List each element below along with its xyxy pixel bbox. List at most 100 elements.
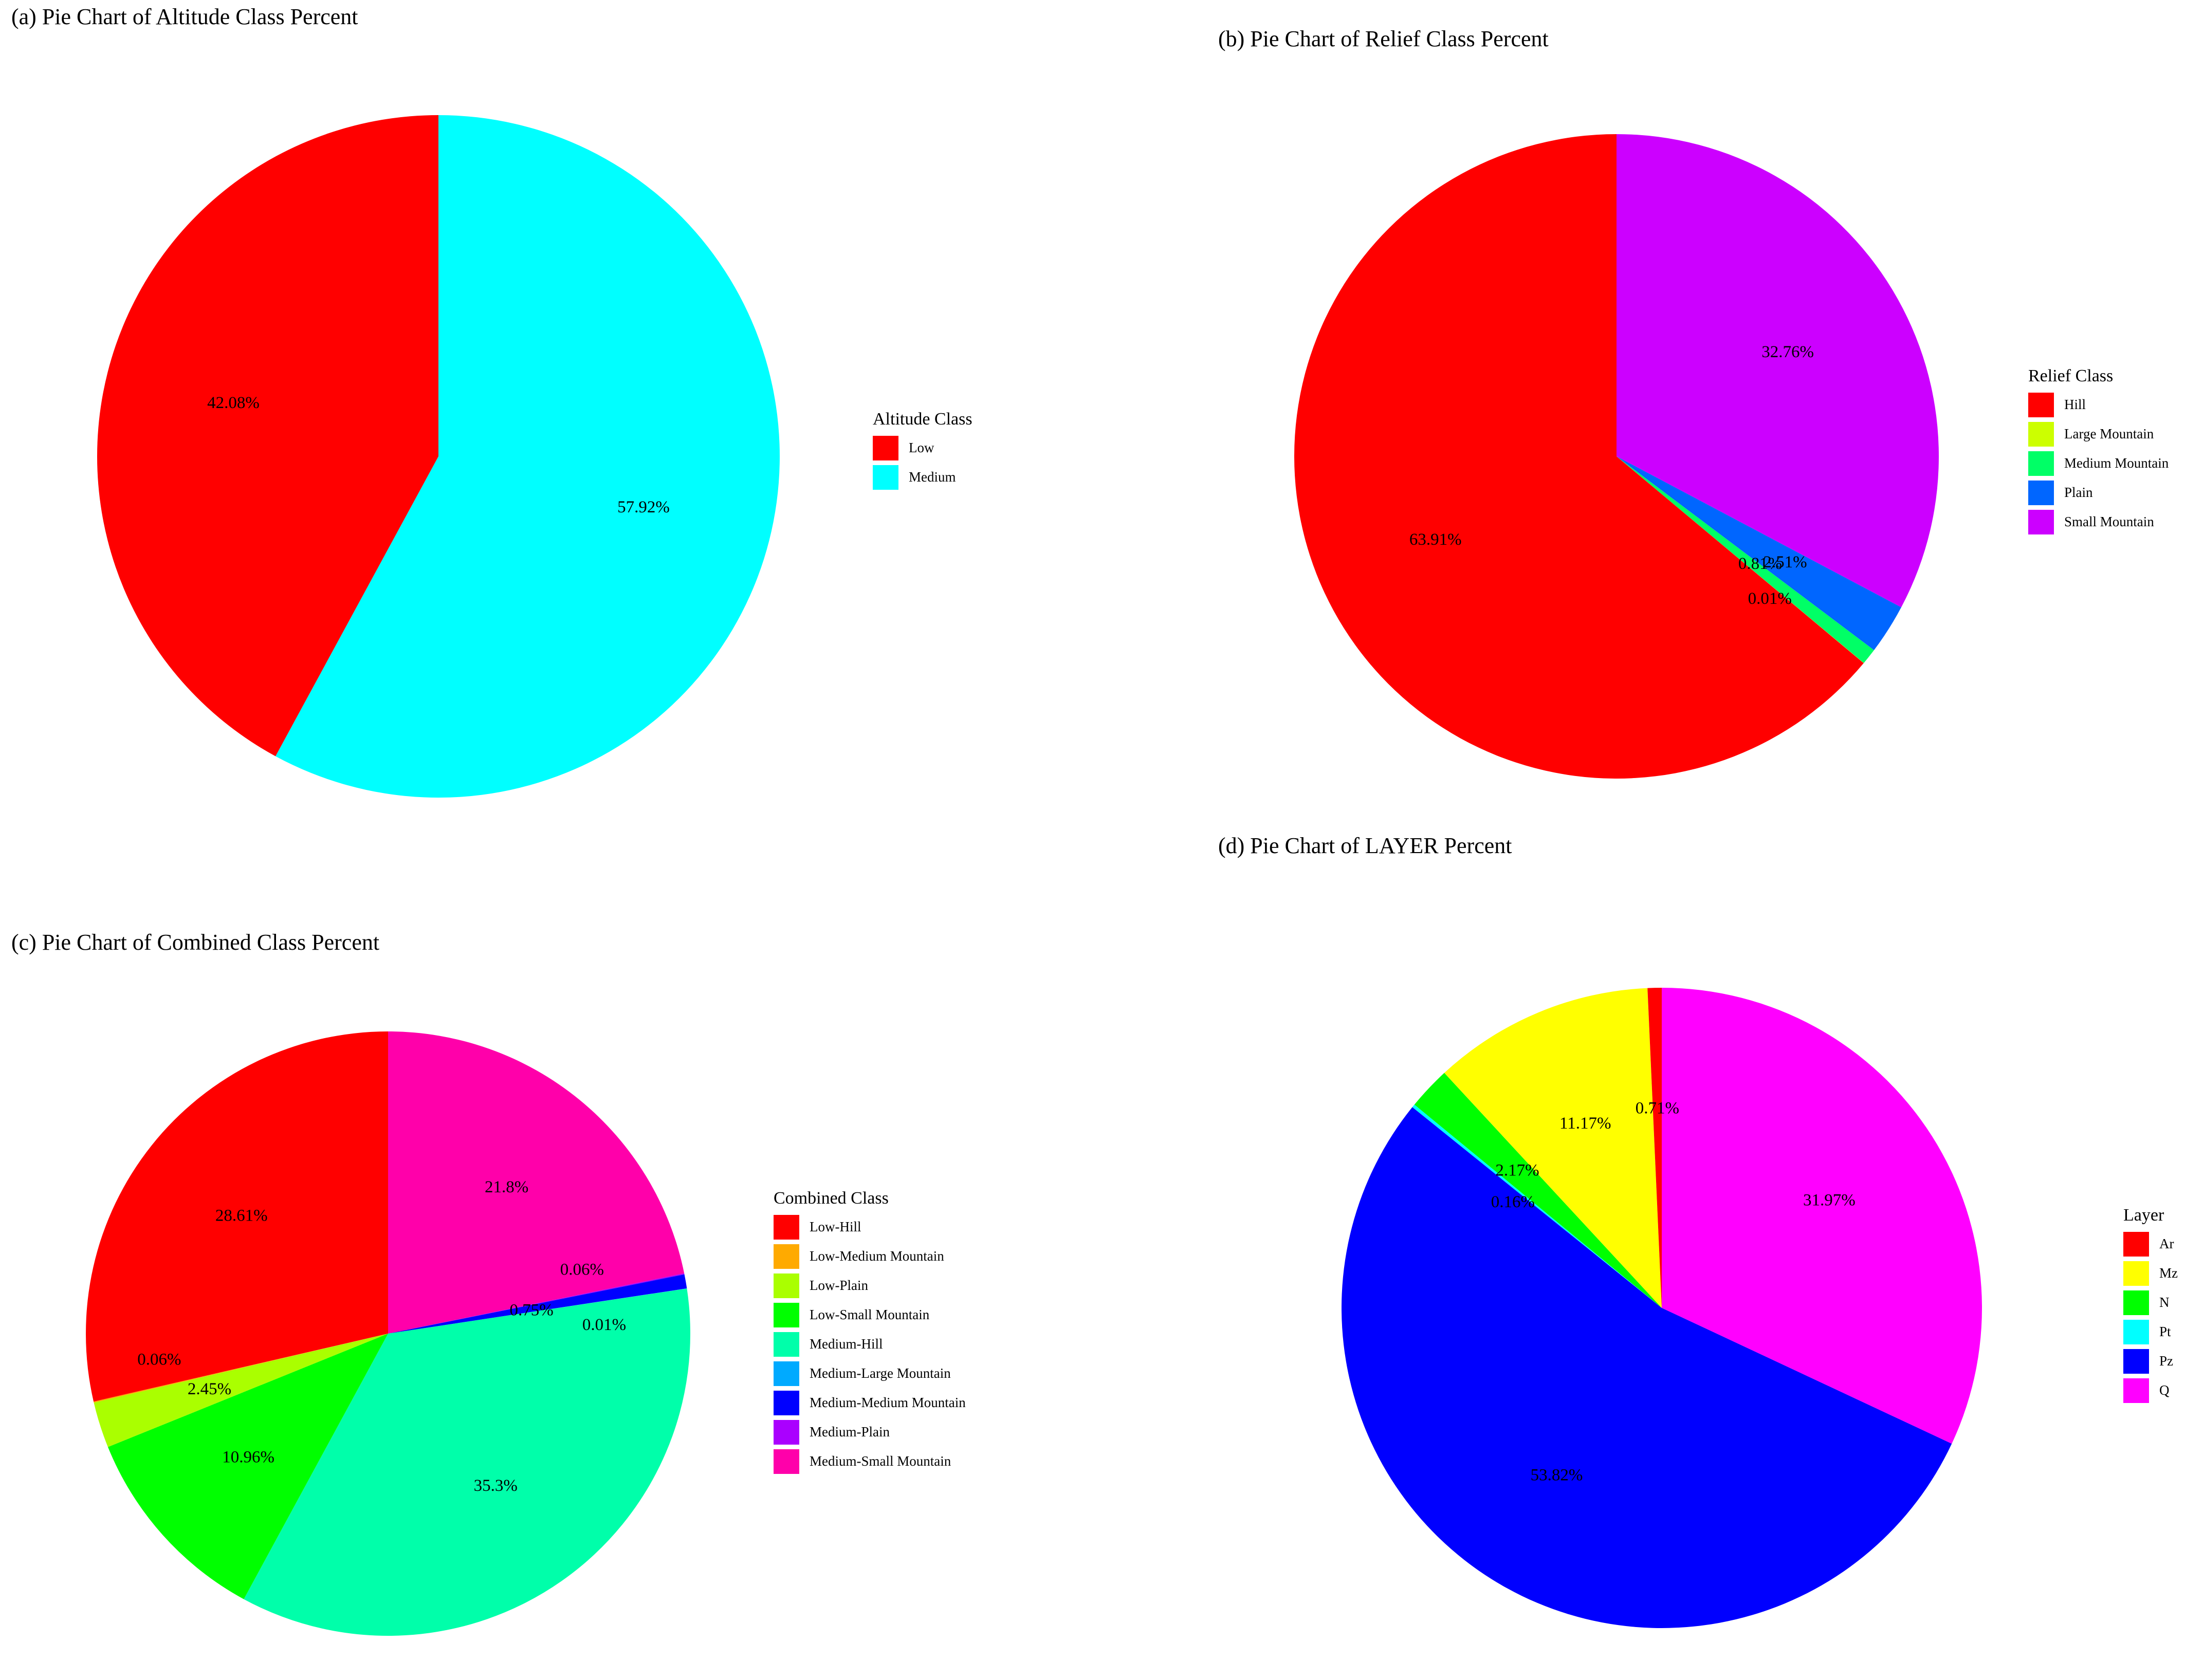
pie-slice-low-hill: [85, 1031, 388, 1402]
legend-label-hill: Hill: [2064, 397, 2086, 412]
legend-label-large-mountain: Large Mountain: [2064, 426, 2154, 441]
pie-slice-medium-mountain: [1617, 456, 1874, 663]
legend-swatch-plain: [2028, 481, 2054, 505]
slice-label-hill: 63.91%: [1409, 530, 1462, 549]
slice-label-q: 31.97%: [1803, 1191, 1856, 1209]
slice-label-medium-plain: 0.06%: [560, 1260, 604, 1279]
slice-label-medium: 57.92%: [617, 498, 670, 516]
pie-slice-medium-small-mountain: [388, 1031, 685, 1334]
legend-swatch-low: [873, 436, 898, 460]
pie-slice-ar: [1647, 988, 1662, 1308]
pie-slice-pt: [1412, 1104, 1662, 1308]
legend-label-low-medium-mountain: Low-Medium Mountain: [810, 1248, 944, 1264]
legend-label-medium-medium-mountain: Medium-Medium Mountain: [810, 1395, 966, 1410]
legend-swatch-medium-plain: [774, 1420, 799, 1445]
slice-label-medium-hill: 35.3%: [474, 1476, 518, 1495]
legend-swatch-medium-small-mountain: [774, 1449, 799, 1474]
pie-slice-plain: [1617, 456, 1901, 651]
legend-label-low-plain: Low-Plain: [810, 1278, 868, 1293]
slice-label-small-mountain: 32.76%: [1761, 343, 1814, 361]
legend-label-medium-small-mountain: Medium-Small Mountain: [810, 1453, 951, 1469]
pie-slice-medium-medium-mountain: [388, 1274, 687, 1334]
legend-title: Combined Class: [774, 1189, 889, 1208]
legend-title: Relief Class: [2028, 366, 2113, 385]
slice-label-low-small-mountain: 10.96%: [222, 1448, 274, 1466]
chart-title: (a) Pie Chart of Altitude Class Percent: [11, 4, 358, 29]
slice-label-medium-medium-mountain: 0.75%: [509, 1301, 553, 1320]
legend-swatch-medium-medium-mountain: [774, 1391, 799, 1415]
legend-label-low: Low: [909, 440, 934, 455]
slice-label-low-plain: 2.45%: [188, 1380, 231, 1398]
legend-label-medium-hill: Medium-Hill: [810, 1336, 883, 1352]
pie-slice-low-plain: [94, 1334, 388, 1447]
relief-class-pie-panel: (b) Pie Chart of Relief Class Percent 32.…: [1218, 26, 2169, 779]
legend-label-q: Q: [2159, 1382, 2170, 1398]
legend-label-ar: Ar: [2159, 1236, 2174, 1251]
legend-label-small-mountain: Small Mountain: [2064, 514, 2154, 529]
legend-label-medium-mountain: Medium Mountain: [2064, 455, 2169, 471]
pie-slice-medium-large-mountain: [388, 1288, 687, 1334]
legend-swatch-hill: [2028, 393, 2054, 417]
pie-slice-medium-plain: [388, 1273, 685, 1334]
slice-label-ar: 0.71%: [1636, 1099, 1679, 1117]
legend-label-n: N: [2159, 1295, 2170, 1310]
slice-label-n: 2.17%: [1495, 1161, 1539, 1180]
legend-swatch-medium-hill: [774, 1332, 799, 1357]
legend-swatch-low-medium-mountain: [774, 1244, 799, 1269]
pie-slice-mz: [1444, 988, 1662, 1308]
legend-swatch-ar: [2123, 1232, 2149, 1257]
chart-title: (b) Pie Chart of Relief Class Percent: [1218, 26, 1549, 51]
slice-label-pt: 0.16%: [1491, 1193, 1535, 1211]
legend-label-medium-large-mountain: Medium-Large Mountain: [810, 1365, 951, 1381]
legend: Combined Class Low-Hill Low-Medium Mountai…: [774, 1189, 966, 1474]
legend-swatch-pt: [2123, 1320, 2149, 1344]
pie-slice-low-medium-mountain: [94, 1334, 388, 1403]
pie-slice-large-mountain: [1617, 456, 1864, 663]
legend-swatch-q: [2123, 1378, 2149, 1403]
pie-slice-hill: [1294, 134, 1864, 779]
slice-label-medium-small-mountain: 21.8%: [485, 1178, 528, 1196]
slice-label-low: 42.08%: [207, 394, 260, 412]
legend-swatch-medium-large-mountain: [774, 1361, 799, 1386]
pie-slice-low-small-mountain: [107, 1334, 388, 1599]
legend-swatch-n: [2123, 1290, 2149, 1315]
legend-label-plain: Plain: [2064, 485, 2093, 500]
legend: Relief Class Hill Large Mountain Medium Mou…: [2028, 366, 2169, 534]
legend-label-low-hill: Low-Hill: [810, 1219, 861, 1234]
legend-swatch-medium: [873, 465, 898, 490]
legend: Altitude Class Low Medium: [873, 410, 972, 490]
legend: Layer Ar Mz N Pt Pz Q: [2123, 1206, 2178, 1403]
legend-swatch-mz: [2123, 1261, 2149, 1286]
legend-label-medium-plain: Medium-Plain: [810, 1424, 890, 1439]
pie-slice-n: [1414, 1073, 1662, 1308]
legend-label-medium: Medium: [909, 469, 956, 485]
slice-label-plain: 2.51%: [1763, 553, 1807, 571]
slice-label-medium-mountain: 0.81%: [1738, 555, 1782, 573]
legend-title: Altitude Class: [873, 410, 972, 429]
slice-label-low-medium-mountain: 0.06%: [137, 1350, 181, 1369]
legend-swatch-small-mountain: [2028, 510, 2054, 534]
legend-swatch-low-small-mountain: [774, 1303, 799, 1327]
legend-swatch-low-hill: [774, 1215, 799, 1240]
legend-swatch-low-plain: [774, 1273, 799, 1298]
combined-class-pie-panel: (c) Pie Chart of Combined Class Percent 2…: [11, 930, 966, 1636]
pie-slice-small-mountain: [1617, 134, 1939, 607]
pie-slice-q: [1662, 988, 1982, 1444]
legend-swatch-pz: [2123, 1349, 2149, 1374]
legend-label-mz: Mz: [2159, 1265, 2178, 1281]
layer-pie-panel: (d) Pie Chart of LAYER Percent 31.97% 53.8…: [1218, 833, 2178, 1628]
altitude-class-pie-panel: (a) Pie Chart of Altitude Class Percent 5…: [11, 4, 972, 798]
chart-title: (d) Pie Chart of LAYER Percent: [1218, 833, 1512, 858]
slice-label-large-mountain: 0.01%: [1748, 589, 1792, 608]
slice-label-low-hill: 28.61%: [215, 1207, 268, 1225]
pie-slice-pz: [1342, 1107, 1952, 1628]
legend-swatch-large-mountain: [2028, 422, 2054, 447]
slice-label-pz: 53.82%: [1531, 1466, 1583, 1484]
legend-label-pz: Pz: [2159, 1353, 2173, 1369]
pie-slice-low: [97, 115, 438, 756]
legend-label-low-small-mountain: Low-Small Mountain: [810, 1307, 930, 1322]
pie-slice-medium-hill: [244, 1288, 691, 1636]
legend-label-pt: Pt: [2159, 1324, 2171, 1339]
legend-title: Layer: [2123, 1206, 2164, 1225]
